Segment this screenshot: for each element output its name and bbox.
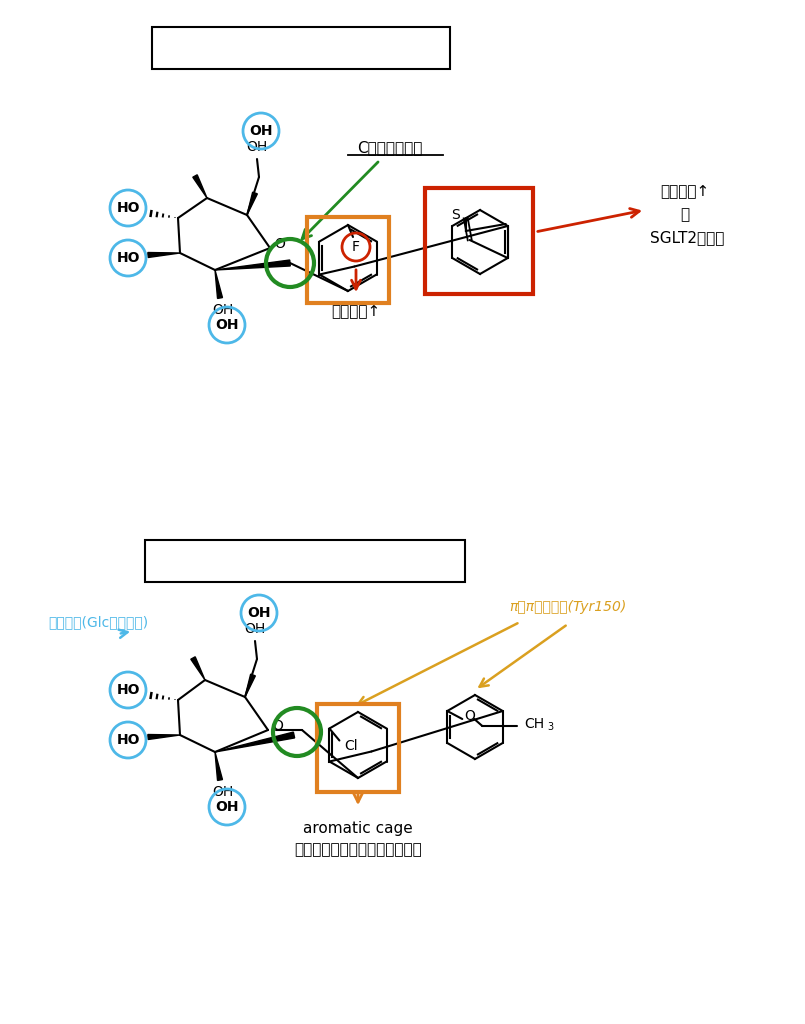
Text: イプラグリフロジン(スーグラ®): イプラグリフロジン(スーグラ®) — [207, 39, 394, 57]
Text: O: O — [275, 237, 286, 251]
Text: aromatic cage: aromatic cage — [303, 820, 413, 836]
Polygon shape — [215, 752, 222, 780]
Text: HO: HO — [116, 201, 140, 215]
Text: F: F — [352, 240, 360, 254]
Polygon shape — [148, 253, 180, 257]
Text: CH: CH — [524, 717, 544, 731]
Text: （芳香環ポケットにフィット）: （芳香環ポケットにフィット） — [294, 843, 422, 857]
Text: S: S — [452, 208, 460, 222]
Text: ＋: ＋ — [680, 208, 689, 222]
Text: HO: HO — [116, 251, 140, 265]
FancyBboxPatch shape — [145, 540, 465, 582]
Text: O: O — [464, 709, 475, 723]
Text: 水素結合(Glc結合部位): 水素結合(Glc結合部位) — [48, 615, 148, 629]
Text: OH: OH — [250, 124, 273, 138]
Text: π－π相互作用(Tyr150): π－π相互作用(Tyr150) — [510, 600, 626, 614]
Polygon shape — [245, 674, 255, 697]
Polygon shape — [215, 732, 295, 752]
Text: OH: OH — [246, 140, 267, 154]
Polygon shape — [215, 260, 291, 270]
Polygon shape — [191, 656, 205, 680]
Text: ダパグリフロジン(フォシーガ®): ダパグリフロジン(フォシーガ®) — [211, 552, 398, 570]
Bar — [425, 188, 533, 294]
Bar — [307, 217, 389, 303]
Text: OH: OH — [245, 622, 266, 636]
Text: 阻害活性↑: 阻害活性↑ — [332, 304, 381, 319]
Polygon shape — [215, 270, 222, 298]
Text: HO: HO — [116, 683, 140, 697]
Text: OH: OH — [215, 800, 239, 814]
Text: OH: OH — [213, 303, 233, 317]
Text: 3: 3 — [547, 722, 553, 732]
Text: OH: OH — [213, 785, 233, 799]
Polygon shape — [247, 193, 258, 215]
Text: C－グリコシド: C－グリコシド — [357, 140, 423, 156]
Text: HO: HO — [116, 733, 140, 746]
Polygon shape — [193, 175, 207, 198]
Text: Cl: Cl — [345, 739, 358, 754]
Polygon shape — [148, 734, 180, 739]
Text: OH: OH — [215, 318, 239, 332]
Text: OH: OH — [247, 606, 270, 620]
FancyBboxPatch shape — [152, 27, 450, 69]
Text: 阻害活性↑: 阻害活性↑ — [660, 184, 709, 200]
Text: O: O — [273, 719, 283, 733]
Bar — [317, 705, 399, 792]
Text: SGLT2選択性: SGLT2選択性 — [650, 230, 724, 246]
